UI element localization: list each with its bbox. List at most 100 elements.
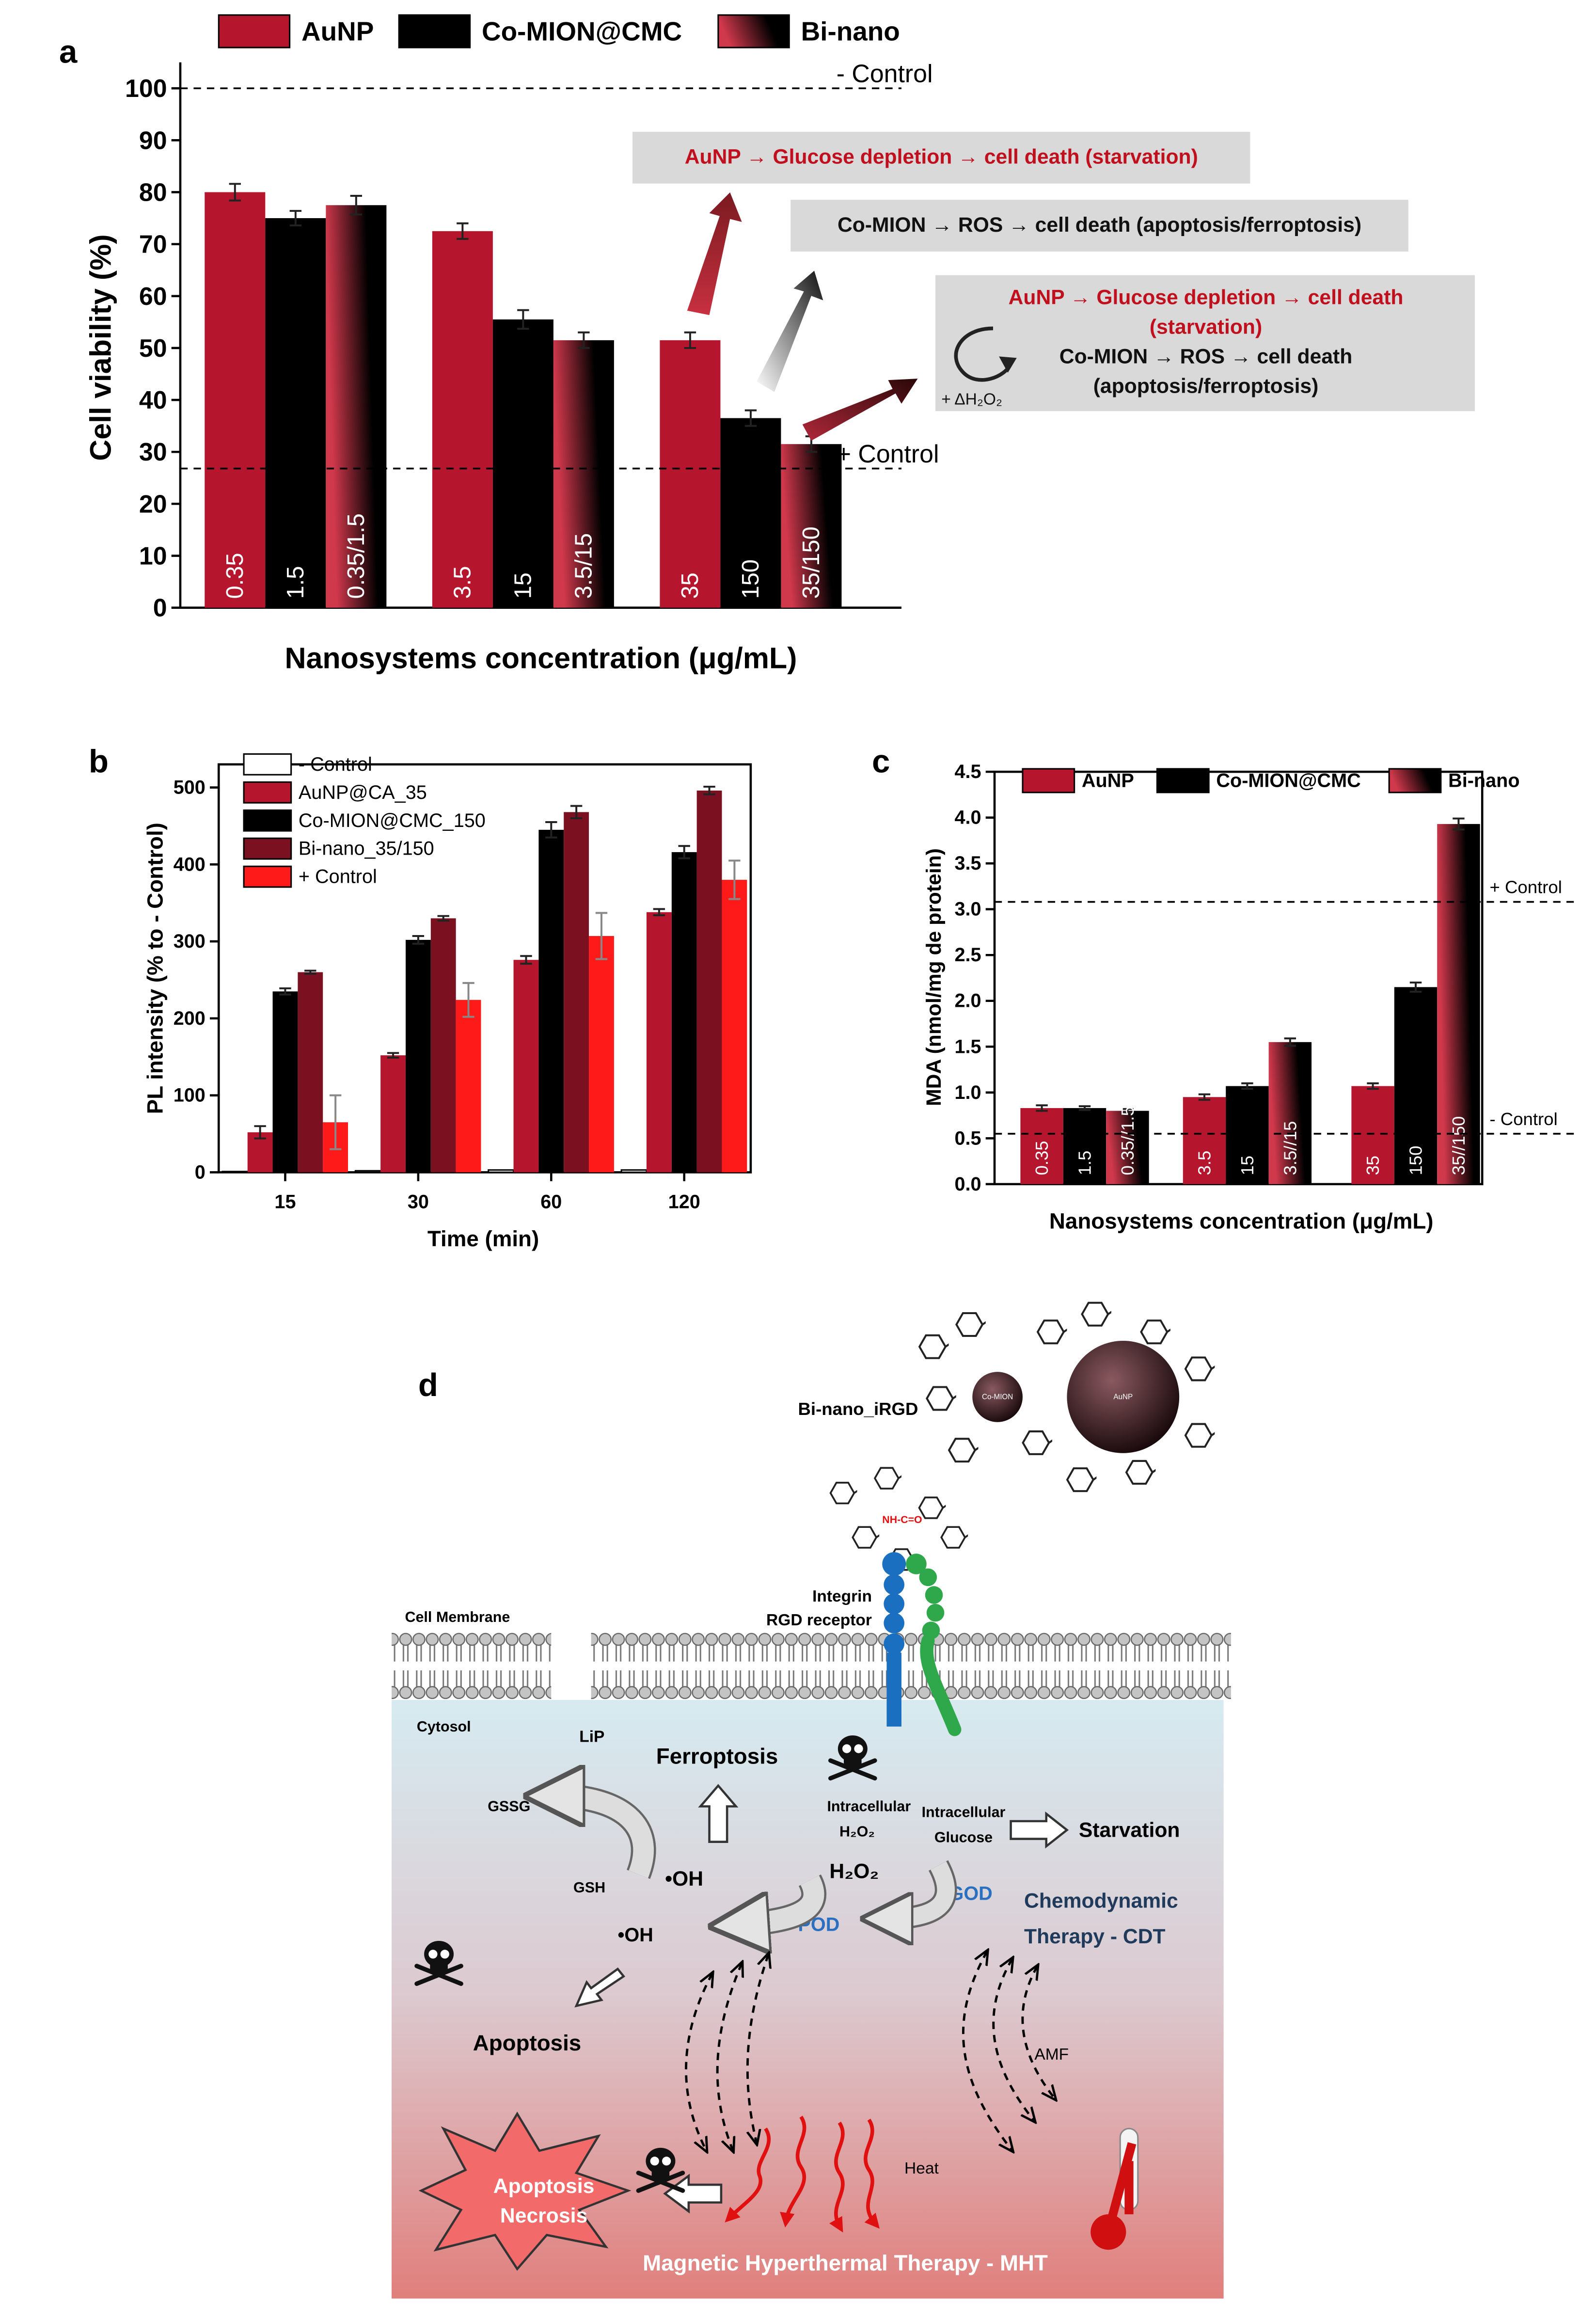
label: Starvation bbox=[1079, 1818, 1180, 1842]
legend-swatch bbox=[243, 809, 292, 832]
error-bar bbox=[1241, 1082, 1253, 1090]
legend-label: + Control bbox=[299, 866, 377, 888]
y-tick-label: 500 bbox=[174, 777, 205, 798]
bar bbox=[513, 960, 539, 1173]
legend-swatch bbox=[243, 865, 292, 888]
bar-label: 150 bbox=[738, 559, 764, 599]
bar-label: 3.5//15 bbox=[1280, 1121, 1300, 1175]
y-tick-label: 50 bbox=[139, 334, 167, 362]
bar bbox=[538, 829, 564, 1173]
chart: c 0.0 0.5 1.0 1.5 2.0 2.5 3.0 3.5 4.0 4.5 0.35 3.5 35… bbox=[872, 743, 1579, 1234]
bar bbox=[272, 991, 298, 1173]
arrows bbox=[554, 1786, 1069, 2233]
bar bbox=[1394, 987, 1438, 1184]
y-tick-label: 30 bbox=[139, 438, 167, 466]
label: Chemodynamic bbox=[1024, 1889, 1178, 1913]
error-bar bbox=[703, 785, 715, 795]
error-bar bbox=[520, 955, 532, 965]
bar bbox=[722, 880, 747, 1173]
error-bar bbox=[578, 331, 590, 349]
burst bbox=[418, 2112, 632, 2271]
error-bar bbox=[1036, 1104, 1048, 1112]
bar-label: 0.35 bbox=[1032, 1141, 1052, 1175]
error-bar bbox=[653, 908, 665, 917]
legend-swatch bbox=[1388, 768, 1442, 794]
bar-label: 35 bbox=[677, 572, 703, 599]
error-bar bbox=[387, 1052, 399, 1059]
error-bar bbox=[595, 912, 608, 960]
y-tick-label: 100 bbox=[125, 74, 167, 102]
chart: b 0 100 200 300 400 500 15 30 60 120 - Control AuNP@… bbox=[89, 743, 752, 1251]
error-bar bbox=[254, 1125, 266, 1140]
annotation-text: (starvation) bbox=[1150, 315, 1262, 338]
error-bar bbox=[1198, 1093, 1211, 1101]
bar bbox=[589, 936, 614, 1173]
label: Intracellular bbox=[827, 1798, 911, 1814]
bar bbox=[326, 205, 387, 608]
y-tick-label: 20 bbox=[139, 490, 167, 518]
y-tick-label: 1.0 bbox=[954, 1082, 981, 1103]
bar-label: 0.35//1.5 bbox=[1118, 1106, 1138, 1175]
reference-label: + Control bbox=[1489, 877, 1562, 897]
annotation-text: Co-MION → ROS → cell death bbox=[1059, 345, 1353, 368]
panel-a-arrows bbox=[687, 192, 1017, 441]
annotation-box bbox=[632, 131, 1250, 184]
bar bbox=[696, 790, 722, 1173]
bar-label: 3.5 bbox=[1194, 1151, 1214, 1175]
annotation-box bbox=[790, 200, 1408, 252]
annotation-text: (apoptosis/ferroptosis) bbox=[1093, 374, 1319, 397]
co-mion-particle bbox=[972, 1372, 1023, 1422]
error-bar bbox=[1453, 817, 1465, 831]
panel-d: d Co-MION AuNP Bi-nano_iRGD NH-C=O Integ… bbox=[392, 1303, 1231, 2299]
label: Necrosis bbox=[500, 2204, 587, 2227]
plot-frame bbox=[217, 763, 752, 1174]
bar bbox=[1351, 1086, 1394, 1184]
error-bar bbox=[304, 969, 316, 975]
annotation-text: Co-MION → ROS → cell death (apoptosis/fe… bbox=[838, 213, 1361, 237]
error-bar bbox=[684, 331, 696, 349]
legend-swatch bbox=[218, 14, 291, 48]
bar-label: 35/150 bbox=[798, 526, 824, 599]
error-bar bbox=[570, 805, 583, 820]
error-bar bbox=[545, 821, 557, 839]
bar-label: 15 bbox=[510, 572, 536, 599]
error-bar bbox=[229, 183, 241, 202]
panel-label: d bbox=[418, 1367, 438, 1403]
arrow bbox=[757, 270, 823, 392]
cycle-arrow-head bbox=[999, 356, 1017, 373]
error-bar bbox=[517, 309, 529, 330]
error-bar bbox=[462, 982, 474, 1018]
reference-label: - Control bbox=[1489, 1109, 1557, 1129]
label: H₂O₂ bbox=[839, 1823, 875, 1840]
bar bbox=[1106, 1111, 1149, 1184]
y-tick-label: 1.5 bbox=[954, 1036, 981, 1057]
panel-label: c bbox=[872, 743, 890, 779]
panel-label: b bbox=[89, 743, 109, 779]
x-axis-title: Nanosystems concentration (μg/mL) bbox=[284, 641, 797, 674]
error-bar bbox=[457, 222, 469, 240]
bar bbox=[205, 192, 266, 608]
error-bar bbox=[350, 194, 363, 216]
bar bbox=[221, 1171, 249, 1173]
label: Ferroptosis bbox=[656, 1744, 778, 1768]
label: AMF bbox=[1034, 2046, 1069, 2064]
bar bbox=[720, 418, 781, 608]
label: NH-C=O bbox=[882, 1514, 922, 1525]
label: Therapy - CDT bbox=[1024, 1925, 1166, 1948]
label: AuNP bbox=[1113, 1393, 1133, 1401]
bar-label: 150 bbox=[1406, 1146, 1426, 1175]
legend-swatch bbox=[717, 14, 790, 48]
membrane bbox=[392, 1632, 552, 1700]
y-tick-label: 0.0 bbox=[954, 1174, 981, 1195]
bar bbox=[430, 918, 456, 1173]
legend-swatch bbox=[243, 837, 292, 860]
error-bar bbox=[678, 845, 690, 859]
bar bbox=[660, 340, 721, 608]
bar-label: 15 bbox=[1237, 1156, 1257, 1175]
error-bar bbox=[1367, 1082, 1379, 1090]
y-tick-label: 60 bbox=[139, 282, 167, 310]
bar bbox=[432, 231, 493, 608]
y-tick-label: 2.5 bbox=[954, 944, 981, 966]
legend-label: AuNP@CA_35 bbox=[299, 782, 427, 803]
arrow bbox=[687, 192, 742, 315]
